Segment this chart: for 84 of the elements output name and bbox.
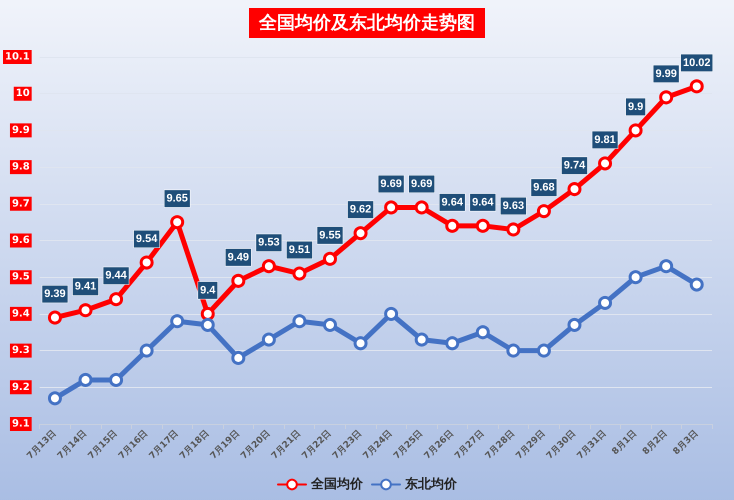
point (567, 182, 582, 196)
y-tick-label: 9.6 (12, 235, 30, 246)
point (323, 252, 337, 266)
point (414, 332, 429, 347)
point (323, 318, 337, 332)
legend-label: 全国均价 (310, 477, 364, 492)
data-label: 9.49 (228, 251, 250, 264)
data-label: 9.53 (258, 236, 280, 249)
data-label: 9.9 (628, 100, 644, 113)
y-tick-label: 10.1 (4, 52, 30, 62)
point (200, 318, 215, 332)
point (292, 266, 306, 281)
data-label: 9.68 (533, 182, 555, 194)
point (628, 123, 643, 138)
point (384, 306, 398, 321)
point (292, 314, 306, 328)
point (354, 226, 368, 240)
point (200, 306, 215, 321)
data-label: 9.64 (472, 196, 494, 208)
data-label: 9.51 (288, 244, 310, 256)
point (78, 303, 93, 318)
data-label: 9.41 (74, 280, 96, 293)
data-label: 9.81 (594, 134, 616, 146)
point (506, 222, 520, 236)
point (384, 200, 398, 214)
data-label: 9.62 (350, 204, 372, 216)
data-label: 9.69 (380, 178, 402, 190)
x-tick-label: 8月3日 (670, 428, 700, 458)
chart-title: 全国均价及东北均价走势图 (258, 12, 475, 34)
y-tick-label: 9.9 (12, 124, 30, 136)
point (567, 318, 582, 332)
data-label: 9.74 (564, 160, 586, 172)
y-tick-label: 10 (16, 88, 30, 100)
point (414, 200, 429, 214)
y-tick-label: 9.5 (12, 272, 30, 283)
y-tick-label: 9.2 (12, 382, 30, 393)
x-tick-label: 8月2日 (640, 428, 670, 458)
point (231, 274, 246, 288)
point (170, 215, 184, 230)
point (598, 296, 612, 310)
point (445, 336, 460, 350)
data-label: 9.99 (655, 68, 677, 80)
data-label: 9.44 (105, 270, 128, 282)
point (109, 372, 124, 387)
point (140, 344, 154, 358)
y-tick-label: 9.3 (12, 345, 30, 356)
point (48, 310, 62, 325)
data-label: 9.39 (44, 288, 66, 300)
data-label: 10.02 (682, 56, 710, 69)
point (231, 350, 246, 365)
y-tick-label: 9.1 (12, 418, 30, 430)
point (262, 259, 276, 274)
point (445, 218, 460, 233)
point (354, 336, 368, 350)
data-label: 9.4 (200, 284, 216, 296)
point (598, 156, 612, 170)
legend-label: 东北均价 (404, 476, 458, 492)
point (78, 372, 93, 387)
point (109, 292, 124, 306)
data-label: 9.69 (410, 178, 432, 190)
point (262, 332, 276, 347)
point (659, 259, 674, 274)
point (170, 314, 184, 328)
data-label: 9.64 (442, 196, 464, 208)
y-tick-label: 9.4 (12, 308, 30, 320)
y-tick-label: 9.7 (12, 198, 30, 210)
point (140, 256, 154, 270)
data-label: 9.63 (502, 200, 524, 212)
point (48, 391, 62, 406)
point (476, 218, 490, 233)
point (476, 325, 490, 340)
point (628, 270, 643, 284)
x-tick-label: 8月1日 (610, 428, 640, 458)
point (690, 79, 704, 94)
point (536, 204, 551, 218)
point (536, 344, 551, 358)
data-label: 9.55 (319, 229, 341, 242)
point (659, 90, 674, 104)
y-tick-label: 9.8 (12, 162, 30, 173)
point (690, 278, 704, 292)
data-label: 9.65 (166, 192, 188, 205)
x-tick-label: 7月31日 (574, 428, 609, 462)
data-label: 9.54 (136, 233, 158, 246)
point (506, 344, 520, 358)
